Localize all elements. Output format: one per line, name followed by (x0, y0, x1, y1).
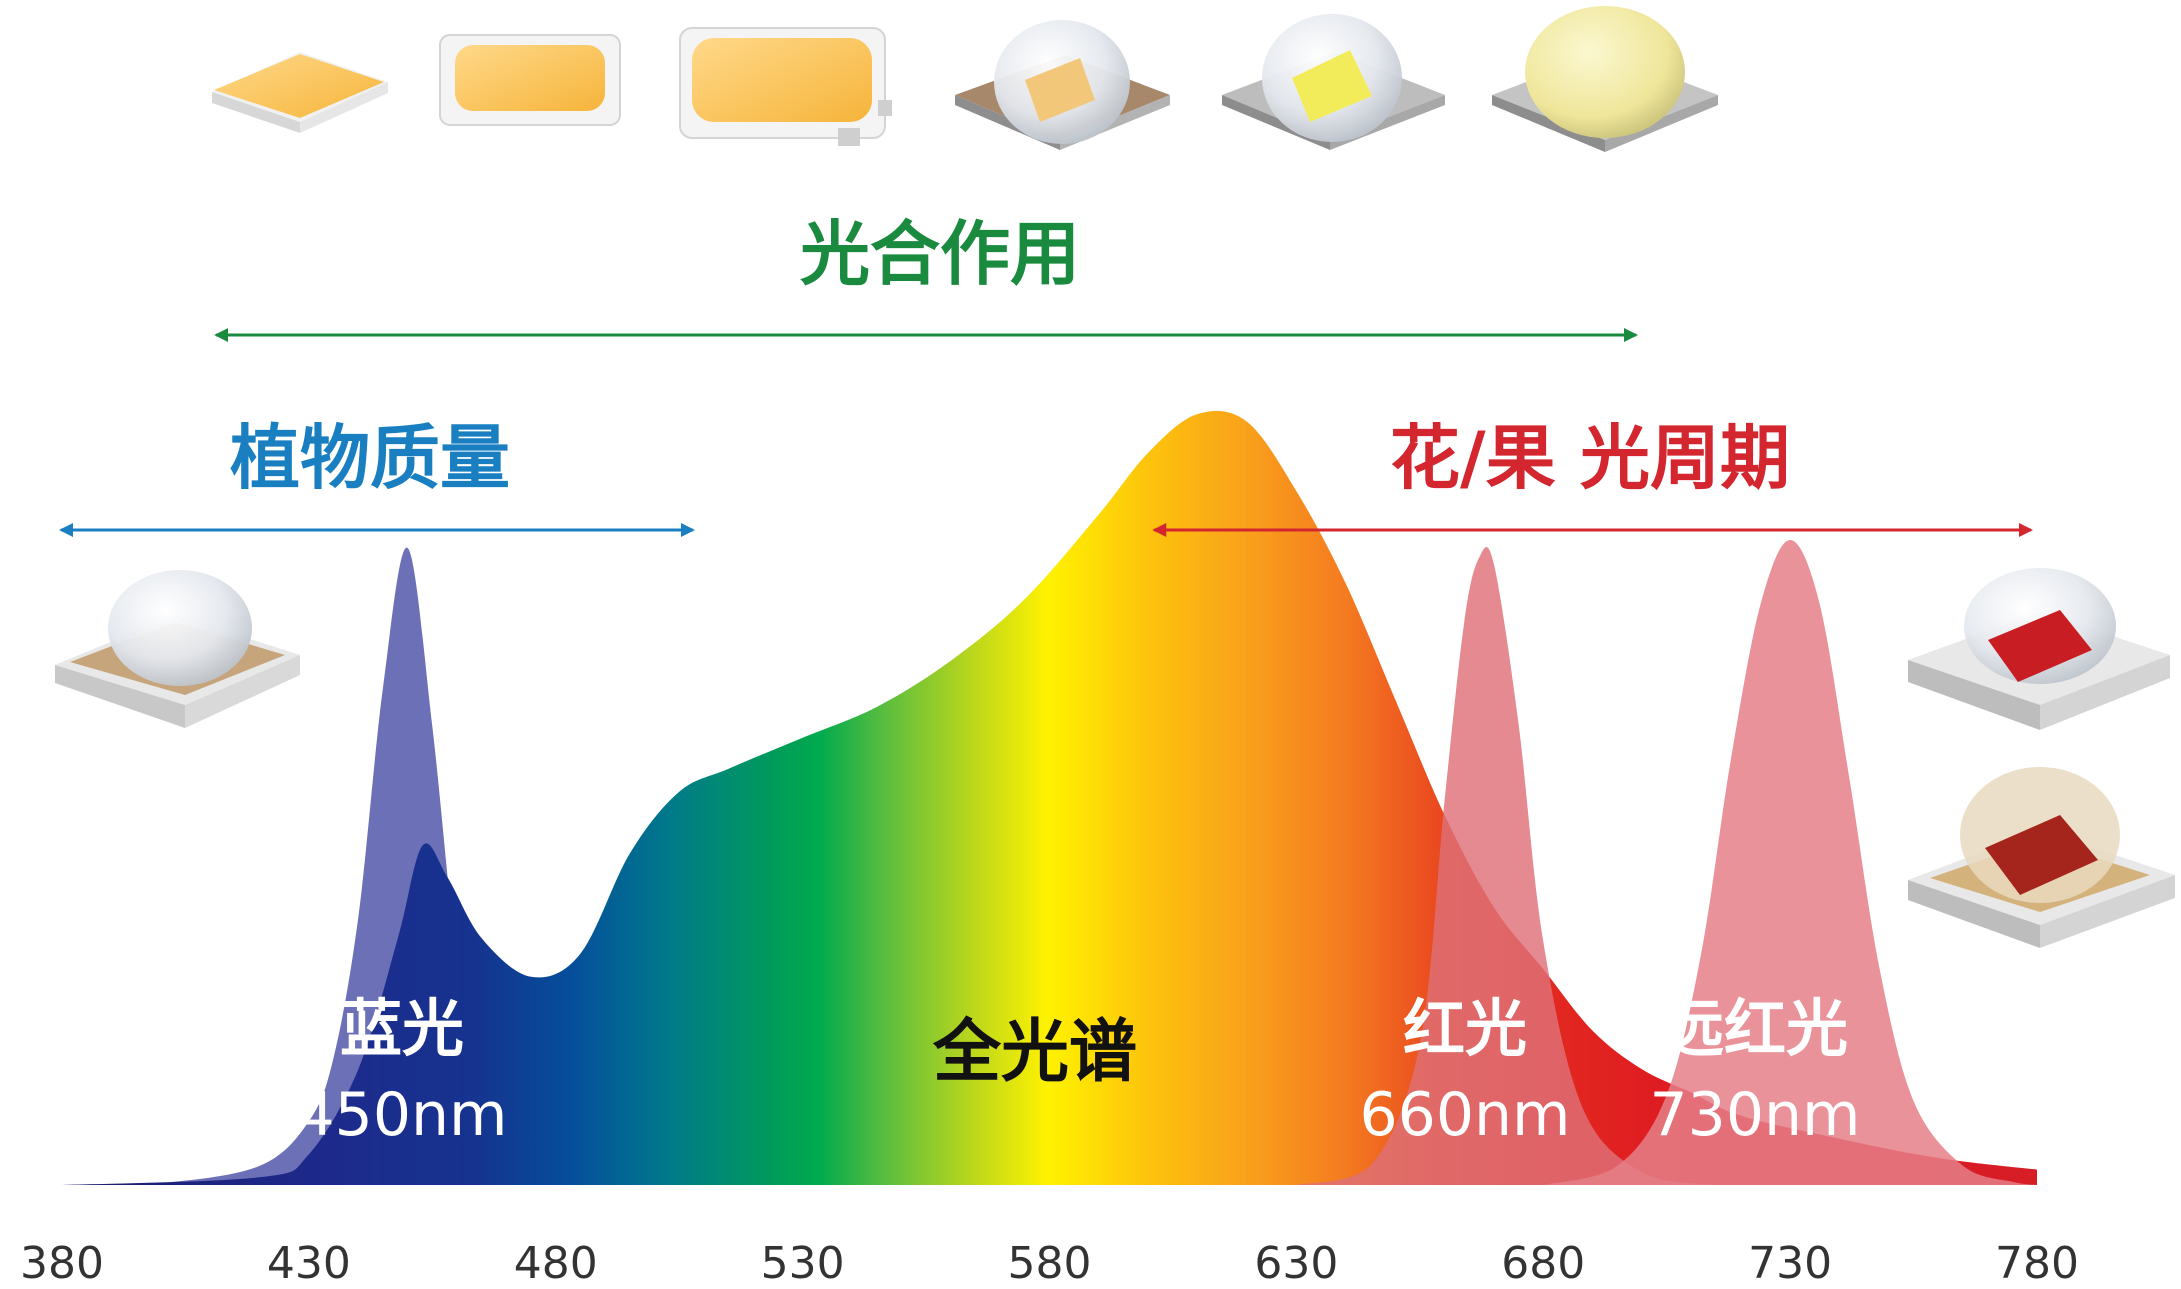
label-full-spectrum: 全光谱 (932, 1013, 1137, 1092)
x-tick-label: 530 (761, 1238, 845, 1289)
series-layer (62, 410, 2037, 1185)
series-blue-450nm (62, 547, 655, 1185)
led-smd-5630-icon (679, 27, 892, 146)
series-red-660nm (1296, 546, 1717, 1185)
label-red-name: 红光 (1403, 992, 1527, 1065)
label-farred-name: 远红光 (1662, 992, 1848, 1065)
led-dome-red-icon (1908, 568, 2170, 730)
label-blue-name: 蓝光 (340, 992, 464, 1065)
led-dome-white-icon (1222, 14, 1445, 150)
title-photosynthesis: 光合作用 (800, 213, 1080, 295)
x-tick-label: 680 (1501, 1238, 1585, 1289)
x-tick-label: 780 (1995, 1238, 2079, 1289)
x-tick-label: 430 (267, 1238, 351, 1289)
led-smd-2835-icon (439, 34, 621, 126)
label-red-wavelength: 660nm (1360, 1080, 1571, 1150)
led-dome-clear-icon (55, 570, 300, 728)
x-tick-label: 380 (20, 1238, 104, 1289)
label-farred-wavelength: 730nm (1650, 1080, 1861, 1150)
title-flowering-photoperiod: 花/果 光周期 (1390, 417, 1790, 499)
led-dome-darkred-icon (1908, 767, 2175, 948)
series-label-layer: 蓝光 450nm 全光谱 红光 660nm 远红光 730nm (297, 992, 1861, 1150)
x-tick-label: 730 (1748, 1238, 1832, 1289)
series-farred-730nm (1543, 540, 2037, 1185)
x-axis-ticks: 380 430 480 530 580 630 680 730 780 (20, 1238, 2079, 1289)
led-dome-yellow-icon (1492, 6, 1718, 152)
x-tick-label: 580 (1008, 1238, 1092, 1289)
title-plant-quality: 植物质量 (230, 417, 510, 499)
label-blue-wavelength: 450nm (297, 1080, 508, 1150)
led-smd-chip-icon (212, 52, 388, 133)
x-tick-label: 630 (1254, 1238, 1338, 1289)
x-tick-label: 480 (514, 1238, 598, 1289)
led-dome-warm-icon (955, 20, 1170, 150)
